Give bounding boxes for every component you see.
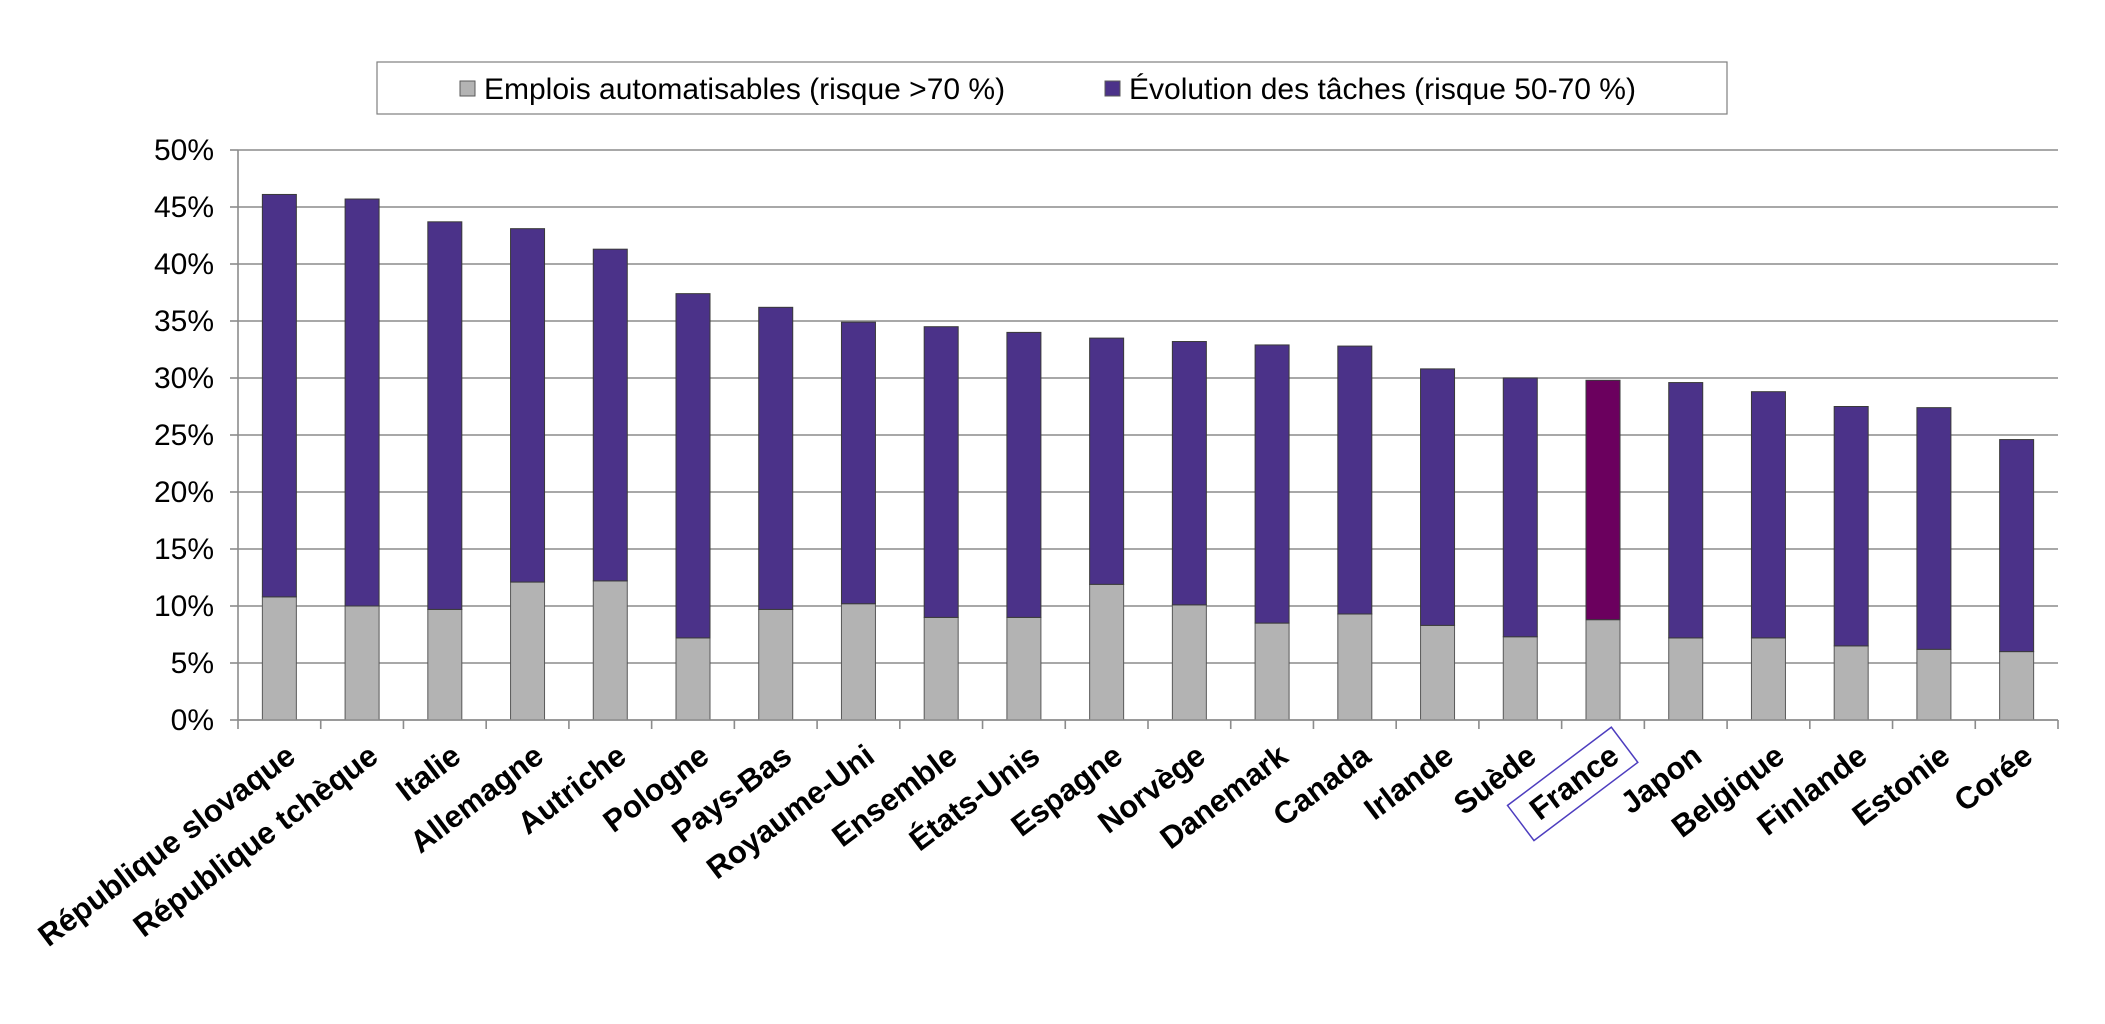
y-tick-label: 25%: [154, 419, 214, 452]
bar-automatable: [758, 608, 794, 721]
legend-box: [376, 61, 1728, 115]
bar-automatable: [427, 608, 463, 721]
bar-automatable: [1668, 637, 1704, 721]
highlight-frame: [1506, 726, 1639, 842]
bar-automatable: [1171, 604, 1207, 721]
bar-automatable: [1254, 622, 1290, 721]
legend-swatch: [1104, 80, 1121, 97]
bar-automatable: [1502, 636, 1538, 721]
legend: Emplois automatisables (risque >70 %) Évo…: [376, 61, 1728, 115]
bar-task-change: [758, 306, 794, 610]
category-label: Suède: [1447, 738, 1542, 822]
bar-task-change: [1502, 377, 1538, 638]
y-tick-label: 35%: [154, 305, 214, 338]
bar-task-change: [592, 248, 628, 582]
bar-automatable: [1833, 645, 1869, 721]
bar-task-change: [675, 293, 711, 639]
bar-task-change: [1171, 341, 1207, 606]
bar-task-change: [1420, 368, 1456, 626]
y-tick-label: 15%: [154, 533, 214, 566]
bar-automatable: [1585, 619, 1621, 721]
bar-automatable: [1999, 651, 2035, 721]
bar-automatable: [592, 580, 628, 721]
bar-task-change: [1585, 379, 1621, 621]
bar-automatable: [840, 603, 876, 721]
bar-task-change: [840, 321, 876, 605]
y-tick-label: 50%: [154, 134, 214, 167]
bar-automatable: [1006, 616, 1042, 721]
bar-task-change: [344, 198, 380, 607]
bar-task-change: [1833, 406, 1869, 647]
bar-task-change: [1916, 407, 1952, 650]
y-tick-label: 10%: [154, 590, 214, 623]
category-label: Irlande: [1358, 738, 1460, 827]
highlight-outline: [1506, 726, 1639, 842]
category-label: Corée: [1948, 738, 2039, 819]
legend-swatch: [459, 80, 476, 97]
bar-task-change: [510, 228, 546, 583]
y-tick-label: 5%: [171, 647, 214, 680]
bars: [261, 193, 2035, 721]
bar-task-change: [1668, 382, 1704, 639]
y-tick-label: 45%: [154, 191, 214, 224]
bar-task-change: [1006, 331, 1042, 618]
bar-automatable: [261, 596, 297, 721]
bar-task-change: [427, 221, 463, 610]
legend-label: Emplois automatisables (risque >70 %): [484, 73, 1005, 106]
y-tick-label: 20%: [154, 476, 214, 509]
y-tick-label: 30%: [154, 362, 214, 395]
bar-automatable: [923, 616, 959, 721]
bar-automatable: [1337, 613, 1373, 721]
bar-automatable: [1420, 624, 1456, 721]
y-axis: 0% 5% 10% 15% 20% 25% 30% 35% 40% 45% 50%: [154, 134, 239, 737]
bar-automatable: [1916, 648, 1952, 721]
bar-automatable: [510, 581, 546, 721]
bar-automatable: [675, 637, 711, 721]
bar-automatable: [1089, 583, 1125, 721]
bar-task-change: [1337, 345, 1373, 615]
bar-task-change: [1999, 439, 2035, 653]
bar-automatable: [1750, 637, 1786, 721]
y-tick-label: 40%: [154, 248, 214, 281]
y-tick-label: 0%: [171, 704, 214, 737]
bar-task-change: [923, 326, 959, 618]
bar-task-change: [1254, 344, 1290, 624]
bar-task-change: [261, 193, 297, 598]
bar-automatable: [344, 605, 380, 721]
bar-task-change: [1089, 337, 1125, 585]
legend-label: Évolution des tâches (risque 50-70 %): [1129, 73, 1636, 106]
bar-task-change: [1750, 391, 1786, 639]
